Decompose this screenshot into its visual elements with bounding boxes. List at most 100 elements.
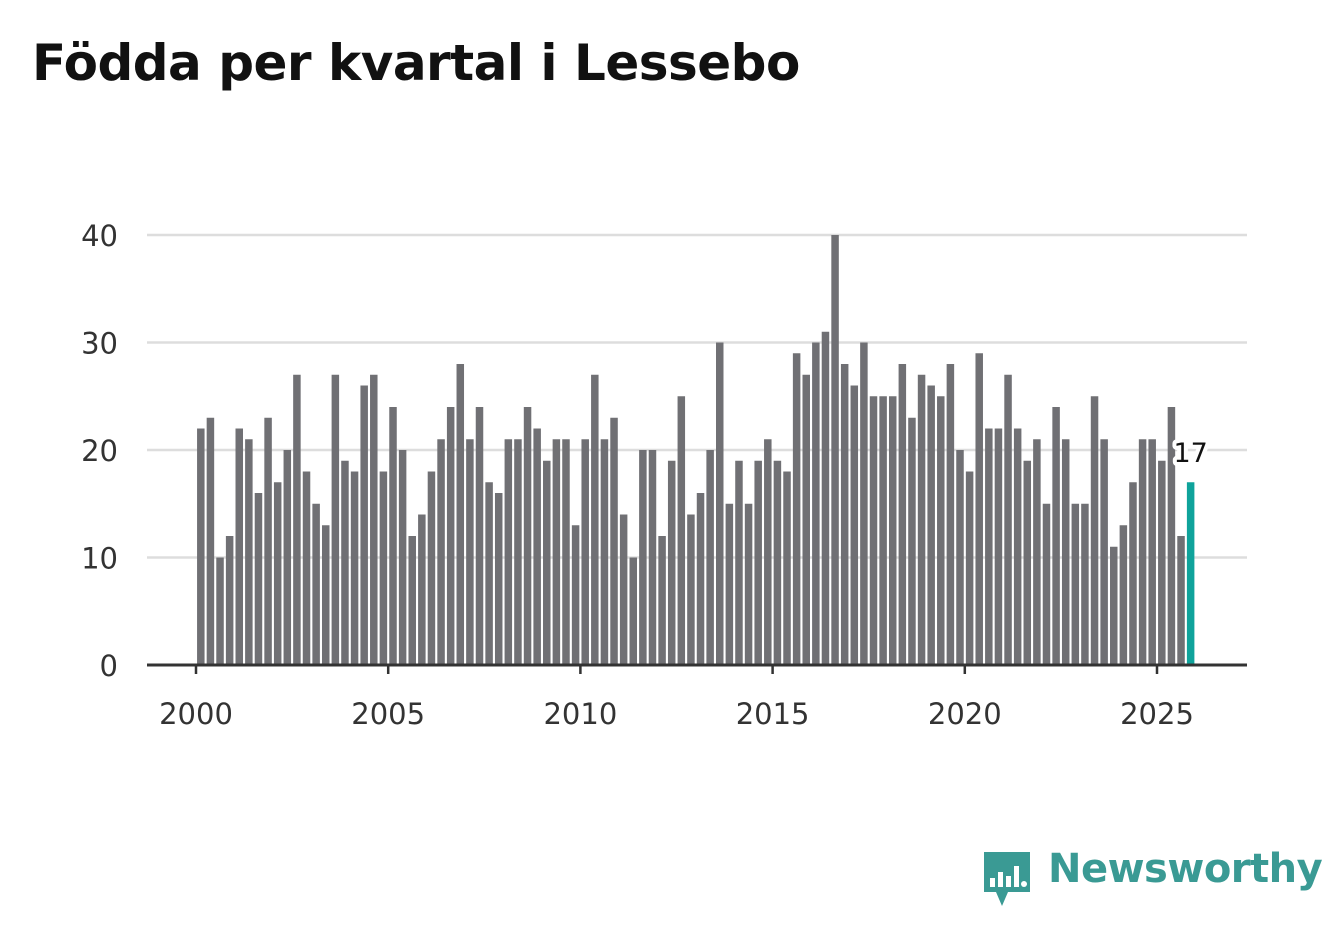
bar <box>1071 503 1080 665</box>
y-tick-label: 30 <box>81 327 118 361</box>
highlight-label-halo: 17 <box>1173 438 1207 469</box>
y-tick-label: 0 <box>100 649 118 683</box>
bar <box>1167 407 1176 665</box>
bar <box>341 460 349 665</box>
bar <box>1177 536 1185 665</box>
bar <box>514 439 522 665</box>
x-tick-label: 2000 <box>159 697 233 731</box>
bar <box>1023 460 1032 665</box>
bar <box>475 407 484 665</box>
bar <box>850 385 859 665</box>
brand-name: Newsworthy <box>1048 846 1322 892</box>
bar <box>494 493 503 665</box>
bar <box>648 450 657 665</box>
bar <box>543 460 551 665</box>
bar <box>725 503 734 665</box>
bar <box>946 364 955 665</box>
bar <box>408 536 416 665</box>
bar <box>1119 525 1128 665</box>
bar <box>245 439 253 665</box>
bar <box>754 460 762 665</box>
bars <box>197 235 1195 665</box>
bar <box>591 374 599 665</box>
bar <box>360 385 368 665</box>
bar <box>370 374 378 665</box>
bar <box>860 342 868 665</box>
bar <box>821 331 830 665</box>
x-tick-label: 2005 <box>351 697 425 731</box>
bar <box>197 428 205 665</box>
bar <box>293 374 301 665</box>
bar <box>1090 396 1099 665</box>
bar <box>937 396 945 665</box>
bar <box>908 417 916 665</box>
bar <box>773 460 782 665</box>
bar <box>812 342 820 665</box>
bar <box>206 417 215 665</box>
bar <box>1138 439 1147 665</box>
bar <box>350 471 359 665</box>
bar <box>1061 439 1070 665</box>
bar <box>533 428 541 665</box>
bar <box>273 482 282 665</box>
bar <box>264 417 272 665</box>
bar <box>802 374 810 665</box>
bar <box>1013 428 1022 665</box>
bar <box>581 439 589 665</box>
bar <box>1110 546 1118 665</box>
bar <box>456 364 465 665</box>
bar <box>216 557 224 665</box>
bar <box>716 342 724 665</box>
bar <box>985 428 993 665</box>
bar <box>917 374 926 665</box>
bar <box>1042 503 1051 665</box>
bar <box>1033 439 1041 665</box>
bar <box>235 428 243 665</box>
bar <box>600 439 609 665</box>
x-axis-ticks: 2000 2005 2010 2015 2020 2025 <box>159 665 1194 731</box>
y-tick-label: 10 <box>81 542 118 576</box>
bar <box>667 460 676 665</box>
y-tick-label: 40 <box>81 219 118 253</box>
bar <box>610 417 618 665</box>
y-axis-ticks: 0 10 20 30 40 <box>81 219 118 683</box>
x-tick-label: 2020 <box>928 697 1002 731</box>
bar <box>485 482 493 665</box>
bar <box>994 428 1003 665</box>
bar <box>619 514 628 665</box>
bar <box>783 471 791 665</box>
bar <box>418 514 426 665</box>
x-tick-label: 2010 <box>543 697 617 731</box>
bar <box>687 514 695 665</box>
bar <box>312 503 320 665</box>
bar <box>706 450 714 665</box>
bar <box>552 439 561 665</box>
bar <box>764 439 772 665</box>
bar <box>562 439 570 665</box>
bar <box>389 407 397 665</box>
highlight-value-label: 17 <box>1173 438 1207 469</box>
bar <box>1081 503 1089 665</box>
bar <box>831 235 839 665</box>
bar <box>379 471 388 665</box>
highlight-bar <box>1186 482 1195 665</box>
bar <box>696 493 705 665</box>
page-title: Födda per kvartal i Lessebo <box>32 34 800 92</box>
bar <box>658 536 666 665</box>
bar <box>321 525 330 665</box>
bar <box>1100 439 1108 665</box>
bar <box>254 493 263 665</box>
bar <box>1129 482 1137 665</box>
bar <box>466 439 474 665</box>
bar <box>283 450 292 665</box>
bar <box>888 396 897 665</box>
bar <box>965 471 974 665</box>
bar <box>792 353 801 665</box>
y-tick-label: 20 <box>81 434 118 468</box>
bar <box>956 450 964 665</box>
bar <box>225 536 234 665</box>
bar <box>975 353 983 665</box>
x-tick-label: 2025 <box>1120 697 1194 731</box>
bar <box>879 396 887 665</box>
